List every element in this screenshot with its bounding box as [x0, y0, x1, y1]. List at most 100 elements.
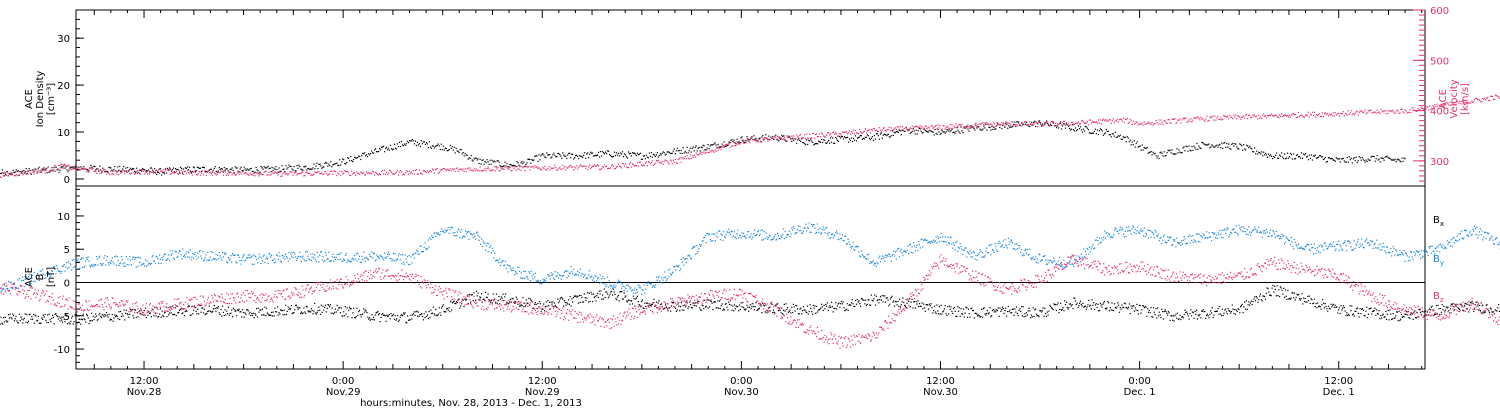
velocity-point: [836, 135, 839, 137]
density-point: [1102, 134, 1104, 136]
velocity-point: [613, 168, 616, 170]
bx-point: [598, 290, 600, 292]
velocity-point: [1109, 119, 1111, 121]
density-point: [1324, 156, 1326, 159]
bx-point: [837, 303, 839, 305]
velocity-point: [1272, 115, 1274, 117]
bx-point: [309, 310, 311, 312]
bx-point: [1012, 308, 1014, 310]
velocity-point: [719, 145, 721, 147]
bx-point: [252, 312, 254, 314]
velocity-point: [243, 172, 245, 174]
velocity-point: [923, 127, 925, 129]
density-point: [1273, 156, 1275, 158]
density-point: [604, 153, 606, 155]
density-point: [784, 139, 786, 141]
density-point: [960, 126, 962, 128]
bx-point: [470, 294, 473, 296]
velocity-point: [1101, 119, 1103, 121]
density-point: [449, 144, 451, 147]
velocity-point: [185, 173, 187, 175]
velocity-point: [162, 171, 164, 173]
velocity-point: [59, 165, 61, 167]
velocity-point: [1356, 110, 1358, 112]
bx-point: [375, 312, 377, 314]
bx-point: [417, 311, 419, 313]
density-point: [230, 168, 232, 171]
velocity-point: [169, 173, 172, 175]
bx-point: [894, 301, 897, 303]
density-point: [1376, 155, 1378, 157]
velocity-point: [768, 139, 770, 141]
velocity-point: [170, 173, 173, 175]
density-point: [1236, 146, 1238, 148]
velocity-point: [1302, 116, 1305, 118]
velocity-point: [849, 133, 852, 135]
bx-point: [548, 301, 551, 303]
density-point: [649, 155, 651, 157]
bx-point: [977, 315, 979, 317]
velocity-point: [1108, 119, 1110, 121]
bx-point: [1060, 302, 1062, 304]
bx-point: [616, 299, 618, 301]
velocity-point: [49, 170, 51, 172]
density-point: [1045, 122, 1047, 124]
density-point: [1077, 125, 1080, 127]
density-point: [996, 125, 998, 127]
velocity-point: [0, 176, 1, 178]
bx-point: [1113, 309, 1115, 312]
velocity-point: [1168, 119, 1170, 121]
bx-point: [858, 300, 860, 302]
velocity-point: [5, 174, 7, 176]
density-point: [632, 152, 635, 154]
velocity-point: [453, 168, 455, 170]
velocity-point: [283, 171, 285, 173]
bx-point: [194, 306, 196, 309]
bx-point: [865, 299, 867, 301]
density-point: [669, 152, 671, 154]
density-point: [1361, 156, 1363, 158]
bx-point: [1041, 310, 1043, 312]
velocity-point: [1033, 123, 1035, 125]
velocity-ylabel-line-3: [km/s]: [1460, 83, 1471, 115]
velocity-point: [754, 140, 756, 142]
velocity-point: [1396, 109, 1398, 111]
bx-point: [699, 309, 702, 311]
density-point: [413, 143, 415, 145]
velocity-point: [1478, 99, 1480, 101]
density-point: [583, 154, 585, 156]
bx-point: [353, 317, 356, 319]
density-point: [894, 132, 896, 134]
velocity-point: [404, 172, 407, 174]
density-point: [749, 139, 751, 141]
velocity-point: [1491, 95, 1493, 97]
density-point: [41, 169, 43, 171]
density-point: [16, 170, 18, 172]
velocity-point: [86, 171, 88, 173]
velocity-point: [1213, 119, 1215, 121]
bx-point: [777, 303, 779, 305]
velocity-point: [1127, 122, 1129, 124]
velocity-point: [864, 128, 866, 130]
bx-point: [523, 306, 525, 308]
density-point: [1005, 123, 1007, 125]
bx-point: [86, 313, 88, 316]
bx-point: [160, 316, 162, 318]
bx-point: [75, 315, 77, 317]
velocity-point: [101, 172, 103, 174]
density-point: [44, 169, 46, 171]
velocity-point: [638, 161, 640, 164]
bx-point: [52, 316, 54, 318]
density-point: [718, 146, 720, 148]
density-point: [162, 172, 165, 174]
density-point: [247, 169, 249, 171]
velocity-point: [245, 172, 247, 174]
density-point: [1239, 143, 1241, 145]
bx-point: [780, 312, 782, 314]
density-point: [588, 157, 590, 159]
velocity-point: [1179, 118, 1181, 120]
density-point: [98, 170, 100, 172]
bx-point: [944, 305, 946, 307]
velocity-point: [1447, 103, 1449, 105]
